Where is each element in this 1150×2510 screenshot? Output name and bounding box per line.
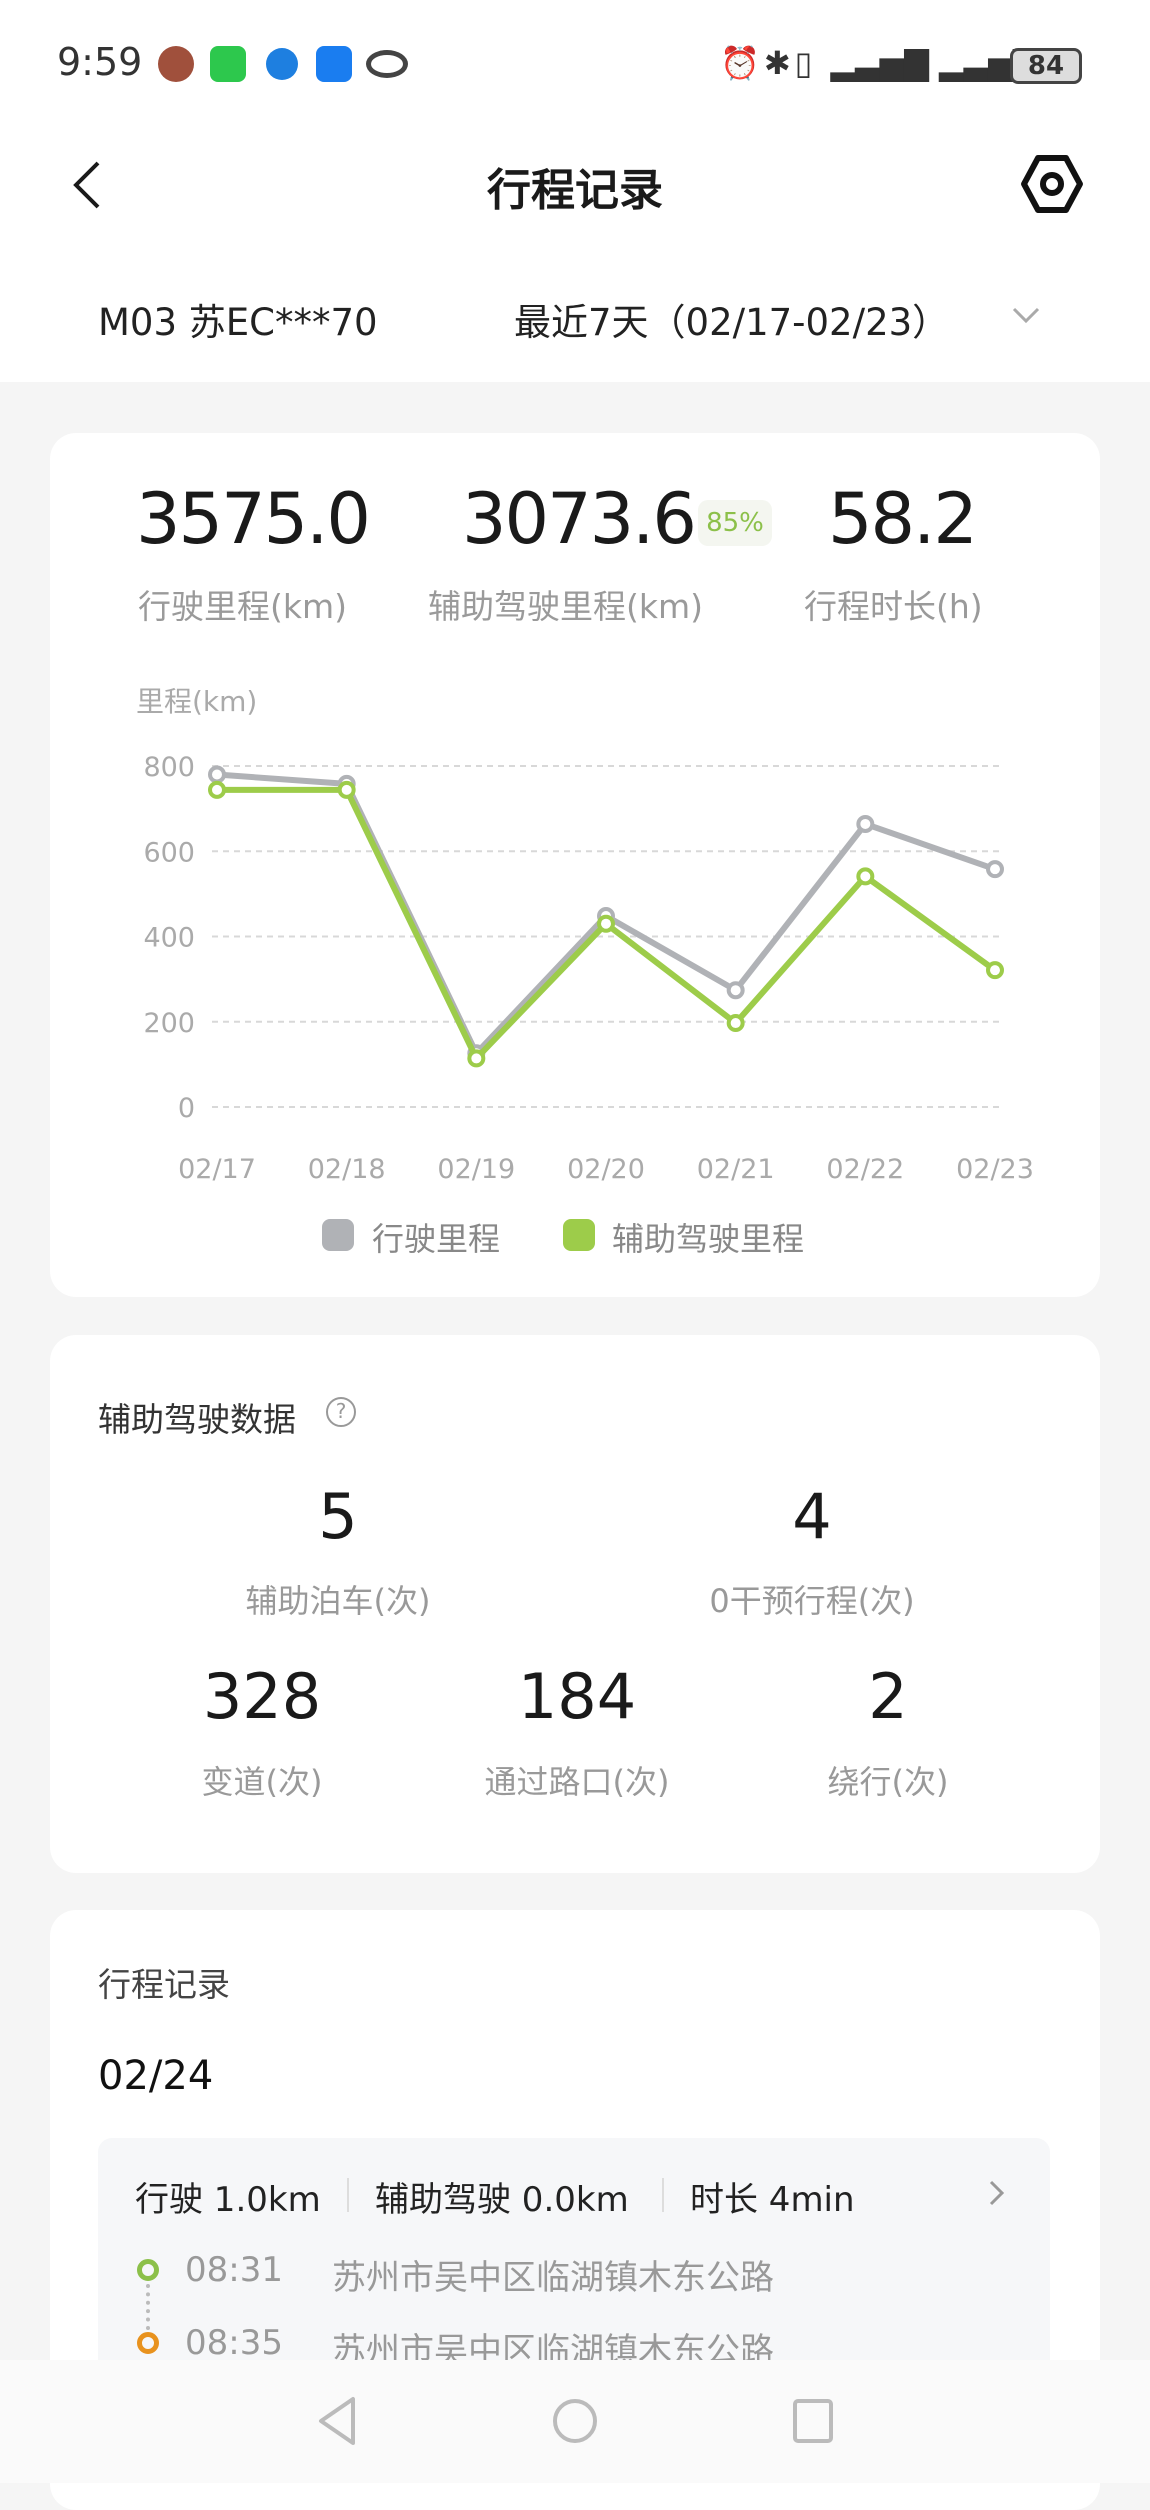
back-button[interactable] <box>60 155 120 215</box>
stat-label: 0干预行程(次) <box>709 1582 915 1620</box>
stat-value: 328 <box>202 1660 322 1733</box>
summary-card <box>50 433 1100 1297</box>
trip-date: 02/24 <box>98 2053 214 2099</box>
y-tick-label: 600 <box>143 837 195 868</box>
chevron-left-icon <box>73 161 100 209</box>
total-mileage-label: 行驶里程(km) <box>138 587 348 626</box>
data-point <box>208 765 226 784</box>
system-nav-bar <box>0 2360 1150 2483</box>
y-tick-label: 0 <box>178 1093 195 1124</box>
data-point <box>467 1049 486 1068</box>
stat-value: 5 <box>318 1480 358 1553</box>
start-address: 苏州市吴中区临湖镇木东公路 <box>332 2258 774 2298</box>
avatar-icon <box>158 46 194 82</box>
stat-value: 4 <box>792 1480 832 1553</box>
x-tick-label: 02/23 <box>956 1154 1034 1185</box>
eye-icon <box>366 50 408 78</box>
wechat-icon <box>210 46 246 82</box>
start-time: 08:31 <box>185 2250 283 2290</box>
duration-label: 行程时长(h) <box>804 587 983 626</box>
nav-back-button[interactable] <box>315 2395 359 2447</box>
legend-swatch-assisted <box>563 1219 595 1251</box>
x-tick-label: 02/20 <box>567 1154 645 1185</box>
data-point <box>986 860 1004 879</box>
stat-label: 变道(次) <box>201 1763 323 1801</box>
end-point-icon <box>137 2332 159 2354</box>
page-title: 行程记录 <box>487 165 663 216</box>
assisted-mileage-label: 辅助驾驶里程(km) <box>428 587 704 626</box>
stat-label: 通过路口(次) <box>484 1763 670 1801</box>
stat-label: 绕行(次) <box>827 1763 949 1801</box>
trip-duration: 时长 4min <box>690 2180 855 2220</box>
data-point <box>337 780 356 799</box>
y-tick-label: 200 <box>143 1008 195 1039</box>
data-point <box>726 981 745 1000</box>
date-range-selector[interactable]: 最近7天（02/17-02/23） <box>514 301 950 344</box>
trip-assisted-distance: 辅助驾驶 0.0km <box>375 2180 629 2220</box>
legend-label-assisted: 辅助驾驶里程 <box>612 1220 805 1258</box>
x-tick-label: 02/17 <box>178 1154 256 1185</box>
data-point <box>856 867 875 886</box>
data-point <box>986 961 1004 980</box>
help-icon[interactable]: ? <box>326 1397 356 1427</box>
nav-recents-button[interactable] <box>792 2398 834 2444</box>
start-point-icon <box>137 2259 159 2281</box>
chevron-down-icon[interactable] <box>1010 305 1042 327</box>
hexagon-settings-icon <box>1021 155 1083 213</box>
x-tick-label: 02/22 <box>826 1154 904 1185</box>
adas-title: 辅助驾驶数据 <box>98 1400 296 1439</box>
duration-value: 58.2 <box>828 478 978 560</box>
data-point <box>208 780 226 799</box>
divider <box>662 2178 664 2212</box>
nav-home-button[interactable] <box>552 2397 598 2445</box>
end-time: 08:35 <box>185 2323 283 2363</box>
trip-drive-distance: 行驶 1.0km <box>135 2180 321 2220</box>
status-system-icons: ⏰✱▯ ▂▃▅▇ ▂▃▅▇ <box>720 44 1038 82</box>
mileage-line-chart: 0 200 400 600 800 02/17 02/18 02/19 02/20 02/21 02… <box>143 752 1034 1185</box>
assisted-ratio-badge: 85% <box>698 500 772 546</box>
y-tick-label: 800 <box>143 752 195 783</box>
legend-swatch-total <box>322 1219 354 1251</box>
data-point <box>856 814 875 833</box>
legend-label-total: 行驶里程 <box>372 1220 501 1258</box>
stat-value: 184 <box>517 1660 637 1733</box>
trips-title: 行程记录 <box>98 1965 230 2004</box>
status-time: 9:59 <box>57 40 143 84</box>
data-point <box>597 914 615 933</box>
stat-label: 辅助泊车(次) <box>245 1582 431 1620</box>
divider <box>347 2178 349 2212</box>
chevron-right-icon[interactable] <box>985 2176 1009 2210</box>
app-icon <box>316 46 352 82</box>
adas-card <box>50 1335 1100 1873</box>
data-point <box>726 1014 745 1033</box>
browser-icon <box>266 48 298 80</box>
x-tick-label: 02/18 <box>308 1154 386 1185</box>
total-mileage-value: 3575.0 <box>136 478 371 560</box>
x-tick-label: 02/19 <box>437 1154 515 1185</box>
y-tick-label: 400 <box>143 923 195 954</box>
settings-button[interactable] <box>1020 152 1084 216</box>
stat-value: 2 <box>868 1660 908 1733</box>
assisted-mileage-value: 3073.6 <box>462 478 697 560</box>
vehicle-selector[interactable]: M03 苏EC***70 <box>98 301 378 344</box>
chart-ylabel: 里程(km) <box>136 685 258 718</box>
route-connector <box>146 2284 150 2330</box>
battery-icon: 84 <box>1010 48 1082 84</box>
x-tick-label: 02/21 <box>697 1154 775 1185</box>
